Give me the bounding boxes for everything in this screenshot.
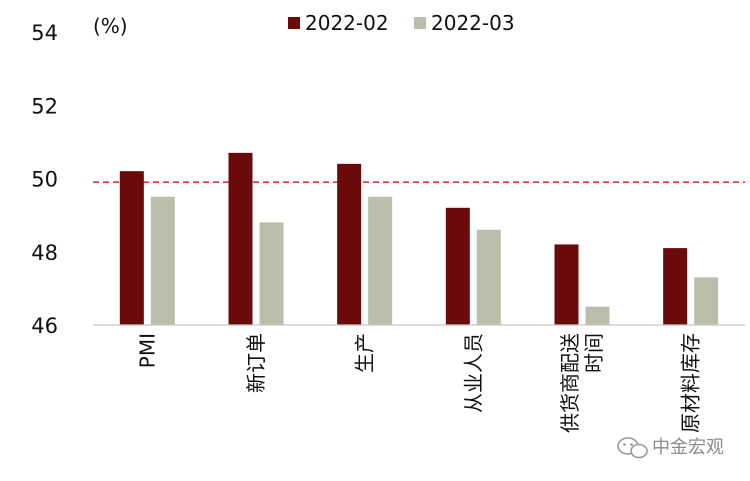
watermark: 中金宏观 xyxy=(617,437,724,459)
y-unit-label: (%) xyxy=(93,14,128,38)
y-axis-ticks: 46 48 50 52 54 xyxy=(31,21,58,338)
category-label: 从业人员 xyxy=(461,333,485,413)
legend-swatch xyxy=(288,17,300,29)
bar xyxy=(228,152,253,325)
category-label: 原材料库存 xyxy=(679,333,703,433)
watermark-text: 中金宏观 xyxy=(652,437,724,458)
legend: 2022-02 2022-03 xyxy=(288,11,515,35)
bar xyxy=(150,196,175,325)
bar xyxy=(476,229,501,325)
category-label: 时间 xyxy=(582,333,606,373)
y-tick-label: 54 xyxy=(31,21,58,45)
bars xyxy=(119,152,719,325)
category-label: 供货商配送 xyxy=(558,333,582,433)
bar xyxy=(694,277,719,325)
category-label: 生产 xyxy=(353,333,377,373)
category-labels: PMI 新订单 生产 从业人员 供货商配送 时间 原材料库存 xyxy=(135,333,702,433)
legend-swatch xyxy=(414,17,426,29)
bar xyxy=(119,171,144,325)
bar xyxy=(259,222,284,325)
category-label: PMI xyxy=(135,333,159,368)
bar xyxy=(585,306,610,325)
wechat-icon xyxy=(617,437,648,459)
bar xyxy=(337,163,362,325)
y-tick-label: 48 xyxy=(31,241,58,265)
legend-label: 2022-02 xyxy=(305,11,389,35)
bar xyxy=(663,248,688,325)
category-label: 新订单 xyxy=(244,333,268,393)
y-tick-label: 50 xyxy=(31,168,58,192)
bar xyxy=(554,244,579,325)
bar xyxy=(445,207,470,325)
y-tick-label: 52 xyxy=(31,94,58,118)
bar xyxy=(368,196,393,325)
legend-label: 2022-03 xyxy=(431,11,515,35)
y-tick-label: 46 xyxy=(31,314,58,338)
